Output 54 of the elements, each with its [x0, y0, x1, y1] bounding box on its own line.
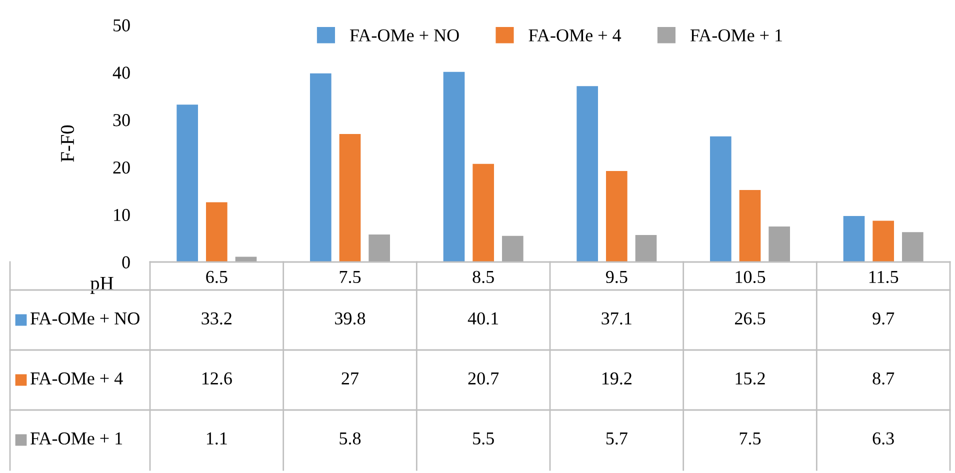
- x-tick-label: 7.5: [340, 271, 361, 284]
- bar: [368, 234, 390, 262]
- data-label: 40.1: [468, 312, 498, 325]
- data-label: 1.1: [206, 432, 227, 445]
- legend-label: FA-OMe + 1: [690, 29, 782, 42]
- legend-label: FA-OMe + 4: [528, 29, 622, 42]
- bar: [310, 73, 332, 262]
- data-label: 8.7: [872, 372, 894, 385]
- data-label: 20.7: [468, 372, 499, 385]
- bar: [872, 220, 894, 262]
- y-tick-label: 50: [114, 19, 130, 32]
- data-label: 26.5: [734, 312, 766, 325]
- data-label: 19.2: [602, 372, 632, 385]
- data-label: 5.8: [340, 432, 361, 445]
- bar: [472, 164, 494, 262]
- data-label: 5.7: [606, 432, 628, 445]
- y-tick-label: 20: [113, 161, 130, 174]
- x-tick-label: 10.5: [736, 270, 766, 284]
- bar: [576, 86, 598, 262]
- x-tick-label: 11.5: [869, 270, 898, 284]
- bar: [739, 190, 761, 262]
- bar: [710, 136, 732, 262]
- x-tick-label: 8.5: [472, 270, 494, 284]
- bar: [206, 202, 228, 262]
- data-label: 27: [342, 372, 359, 384]
- data-label: 15.2: [736, 372, 765, 385]
- text: FA-OMe + 1: [30, 432, 122, 445]
- bar: [502, 236, 524, 262]
- bar: [768, 226, 790, 262]
- y-tick-label: 10: [114, 208, 130, 222]
- bar: [443, 72, 465, 262]
- x-tick-label: 9.5: [606, 270, 628, 284]
- x-tick-label: 6.5: [206, 270, 228, 284]
- y-tick-label: 0: [122, 256, 130, 268]
- bar: [902, 232, 924, 262]
- data-label: 5.5: [473, 432, 494, 445]
- bar: [176, 104, 198, 262]
- data-label: 33.2: [202, 312, 232, 325]
- data-label: 6.3: [872, 432, 894, 445]
- text: FA-OMe + 4: [30, 372, 123, 385]
- y-tick-label: 30: [113, 114, 130, 126]
- data-label: 12.6: [202, 372, 232, 385]
- data-label: 39.8: [335, 312, 366, 325]
- y-axis-title: F-F0: [60, 125, 74, 162]
- bar: [843, 216, 865, 262]
- data-label: 9.7: [872, 312, 894, 325]
- legend-label: FA-OMe + NO: [350, 29, 459, 42]
- bar: [635, 234, 657, 262]
- data-label: 7.5: [740, 432, 761, 445]
- data-label: 37.1: [602, 312, 632, 325]
- bar: [606, 170, 628, 262]
- text: FA-OMe + NO: [30, 312, 140, 325]
- y-tick-label: 40: [112, 66, 130, 79]
- bar: [339, 134, 361, 262]
